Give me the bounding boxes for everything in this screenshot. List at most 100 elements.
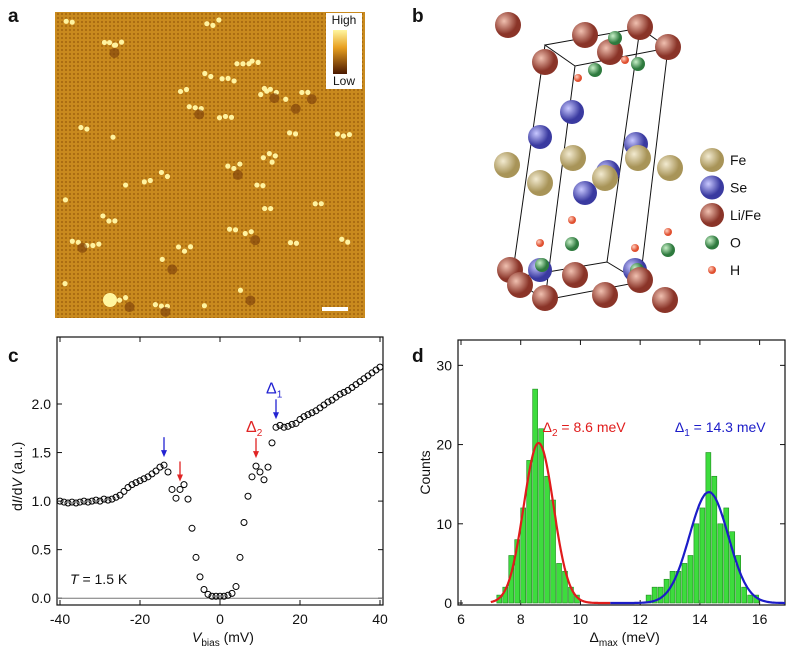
axis-label: Δ1 = 14.3 meV [675,419,766,439]
dark-spot [194,109,205,120]
adatom [106,39,113,46]
atom [657,155,683,181]
adatom [260,155,266,161]
plot-frame [56,336,384,606]
data-point [60,498,68,506]
data-point [232,583,240,591]
panel-label: d [412,346,424,367]
arrow-head [161,450,167,458]
data-point [64,499,72,507]
scale-bar [322,307,348,311]
data-point [208,592,216,600]
data-point [340,388,348,396]
adatom [234,61,240,67]
adatom [181,248,188,254]
x-tick-label: 16 [752,611,768,627]
adatom [159,256,165,262]
dark-spot [109,47,120,58]
hist-bar [538,428,544,604]
adatom [305,89,311,96]
atom [560,100,584,124]
adatom [187,244,194,250]
data-point [96,497,104,505]
adatom [96,241,102,247]
data-point [200,585,208,593]
adatom [334,131,341,137]
adatom [158,303,164,309]
x-tick-label: 8 [517,611,525,627]
label-part: = 14.3 meV [690,419,767,435]
adatom [90,242,96,249]
axis-label: Vbias (mV) [192,629,254,649]
atom [655,34,681,60]
adatom [219,76,225,82]
data-point [132,479,140,487]
x-tick-label: -40 [50,611,70,627]
adatom [264,88,270,94]
data-point [268,439,276,447]
x-tick-label: 14 [692,611,708,627]
adatom [122,295,129,301]
x-tick-label: 6 [457,611,465,627]
hist-bar [729,531,736,604]
adatom [69,19,75,25]
data-point [112,493,120,501]
adatom [186,104,192,110]
adatom [100,213,106,219]
atom [536,239,544,247]
label-part: (meV) [618,629,660,645]
x-tick-label: 20 [292,611,308,627]
data-point [228,589,236,597]
data-point [120,487,128,495]
data-point [276,421,284,429]
axis-label: T = 1.5 K [70,571,128,587]
data-point [68,498,76,506]
data-point [224,591,232,599]
adatom [272,153,278,159]
cell-edge [511,44,546,279]
label-part: (mV) [220,629,254,645]
data-point [284,422,292,430]
data-point [244,492,252,500]
panel-label: a [8,6,19,27]
hist-bar [657,586,664,604]
y-tick-label: 2.0 [32,396,52,412]
x-tick-label: 10 [573,611,589,627]
arrow-head [177,474,183,482]
adatom [262,205,268,212]
label-part: /d [9,488,25,500]
fit-curve [490,441,611,605]
panel-label: c [8,346,19,367]
dark-spot [167,264,178,275]
atom [631,244,639,252]
adatom [101,39,108,46]
dark-spot [290,103,301,114]
axis-label: Δ2 [246,419,263,439]
axis-label: Δ2 = 8.6 meV [543,419,627,439]
adatom [340,133,347,139]
adatom [255,59,261,65]
data-point [376,363,384,371]
x-tick-label: 40 [372,611,388,627]
arrow-head [253,451,259,459]
adatom [226,226,233,232]
y-tick-label: 0.5 [32,542,52,558]
adatom [110,134,116,140]
atom [494,152,520,178]
atom [532,49,558,75]
data-point [240,518,248,526]
data-point [80,497,88,505]
adatom [287,240,294,246]
colorbar [333,30,347,74]
data-point [300,413,308,421]
adatom [237,161,243,167]
dark-spot [160,306,171,317]
data-point [176,485,184,493]
atom [652,287,678,313]
atom [565,237,579,251]
adatom [225,75,231,82]
adatom [183,86,190,93]
data-point [204,590,212,598]
adatom [240,61,246,67]
axis-label: Δ1 [266,380,283,400]
